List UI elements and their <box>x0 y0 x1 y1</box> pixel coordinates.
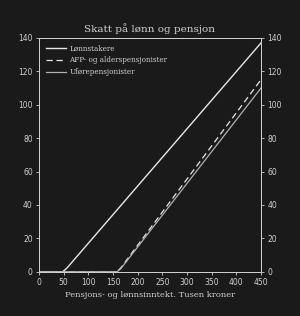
AFP- og alderspensjonister <box>253 87 256 90</box>
Line: Lønnstakere: Lønnstakere <box>39 43 261 272</box>
Legend: Lønnstakere, AFP- og alderspensjonister, Uførepensjonister: Lønnstakere, AFP- og alderspensjonister,… <box>43 41 170 79</box>
Title: Skatt på lønn og pensjon: Skatt på lønn og pensjon <box>85 24 215 34</box>
Uførepensjonister <box>259 86 263 90</box>
Line: AFP- og alderspensjonister: AFP- og alderspensjonister <box>39 80 261 272</box>
Lønnstakere <box>49 270 52 274</box>
AFP- og alderspensjonister <box>139 239 143 243</box>
Lønnstakere <box>139 180 143 184</box>
Uførepensjonister <box>49 270 52 274</box>
Uførepensjonister <box>253 94 256 98</box>
Lønnstakere <box>145 173 149 177</box>
AFP- og alderspensjonister <box>145 231 149 235</box>
Lønnstakere <box>253 49 256 52</box>
Uførepensjonister <box>253 94 256 98</box>
AFP- og alderspensjonister <box>37 270 41 274</box>
Lønnstakere <box>212 96 216 100</box>
AFP- og alderspensjonister <box>253 87 256 90</box>
AFP- og alderspensjonister <box>49 270 52 274</box>
Lønnstakere <box>259 41 263 45</box>
Lønnstakere <box>37 270 41 274</box>
X-axis label: Pensjons- og lønnsinntekt. Tusen kroner: Pensjons- og lønnsinntekt. Tusen kroner <box>65 291 235 299</box>
AFP- og alderspensjonister <box>259 78 263 82</box>
Uførepensjonister <box>212 147 216 151</box>
Uførepensjonister <box>139 241 143 245</box>
Uførepensjonister <box>37 270 41 274</box>
Uførepensjonister <box>145 233 149 237</box>
Lønnstakere <box>253 49 256 52</box>
AFP- og alderspensjonister <box>212 141 216 145</box>
Line: Uførepensjonister: Uførepensjonister <box>39 88 261 272</box>
